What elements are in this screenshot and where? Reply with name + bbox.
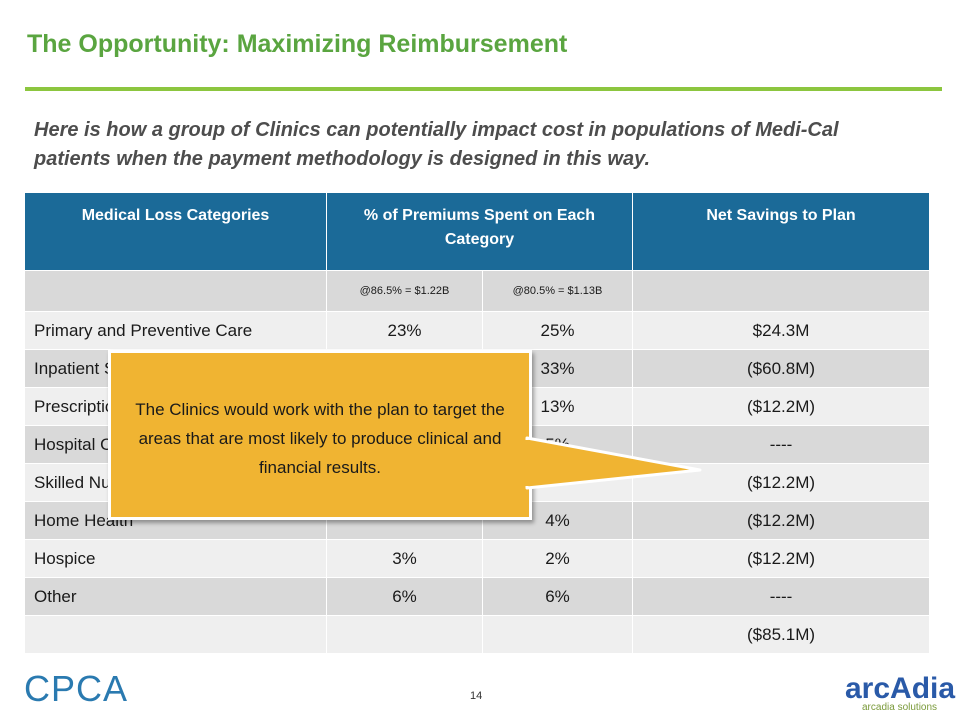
table-row: ($85.1M) — [24, 615, 931, 654]
savings-cell: ($12.2M) — [632, 387, 931, 426]
subheader-cell — [632, 270, 931, 312]
category-cell — [24, 615, 327, 654]
table-subheader-row: @86.5% = $1.22B @80.5% = $1.13B — [24, 270, 931, 312]
savings-cell: ($12.2M) — [632, 463, 931, 502]
savings-cell: ($60.8M) — [632, 349, 931, 388]
percent-80-cell: 2% — [481, 539, 634, 578]
category-cell: Other — [24, 577, 327, 616]
percent-86-cell: 23% — [326, 311, 483, 350]
percent-80-cell — [481, 615, 634, 654]
callout-box: The Clinics would work with the plan to … — [108, 350, 532, 520]
header-percent-premiums: % of Premiums Spent on Each Category — [325, 192, 634, 271]
callout-text: The Clinics would work with the plan to … — [135, 400, 505, 477]
category-cell: Hospice — [24, 539, 327, 578]
savings-cell: $24.3M — [632, 311, 931, 350]
header-net-savings: Net Savings to Plan — [632, 192, 931, 271]
savings-cell: ---- — [632, 425, 931, 464]
cpca-logo: CPCA — [24, 668, 129, 709]
table-header-row: Medical Loss Categories % of Premiums Sp… — [24, 192, 931, 271]
subheader-cell: @86.5% = $1.22B — [326, 270, 483, 312]
percent-86-cell — [326, 615, 483, 654]
table-row: Primary and Preventive Care 23% 25% $24.3M — [24, 311, 931, 350]
savings-cell: ($12.2M) — [632, 539, 931, 578]
savings-cell: ---- — [632, 577, 931, 616]
subheader-cell — [24, 270, 327, 312]
slide-title: The Opportunity: Maximizing Reimbursemen… — [27, 30, 568, 58]
slide-subtitle: Here is how a group of Clinics can poten… — [34, 119, 839, 170]
percent-80-cell: 6% — [481, 577, 634, 616]
category-cell: Primary and Preventive Care — [24, 311, 327, 350]
percent-86-cell: 6% — [326, 577, 483, 616]
subheader-cell: @80.5% = $1.13B — [481, 270, 634, 312]
table-row: Other 6% 6% ---- — [24, 577, 931, 616]
header-categories: Medical Loss Categories — [24, 192, 327, 271]
title-divider — [25, 87, 942, 91]
savings-cell: ($85.1M) — [632, 615, 931, 654]
percent-86-cell: 3% — [326, 539, 483, 578]
table-row: Hospice 3% 2% ($12.2M) — [24, 539, 931, 578]
arcadia-tagline: arcadia solutions — [862, 702, 938, 713]
arcadia-logo: arcAdia — [845, 672, 956, 705]
savings-cell: ($12.2M) — [632, 501, 931, 540]
percent-80-cell: 25% — [481, 311, 634, 350]
page-number: 14 — [470, 690, 483, 702]
